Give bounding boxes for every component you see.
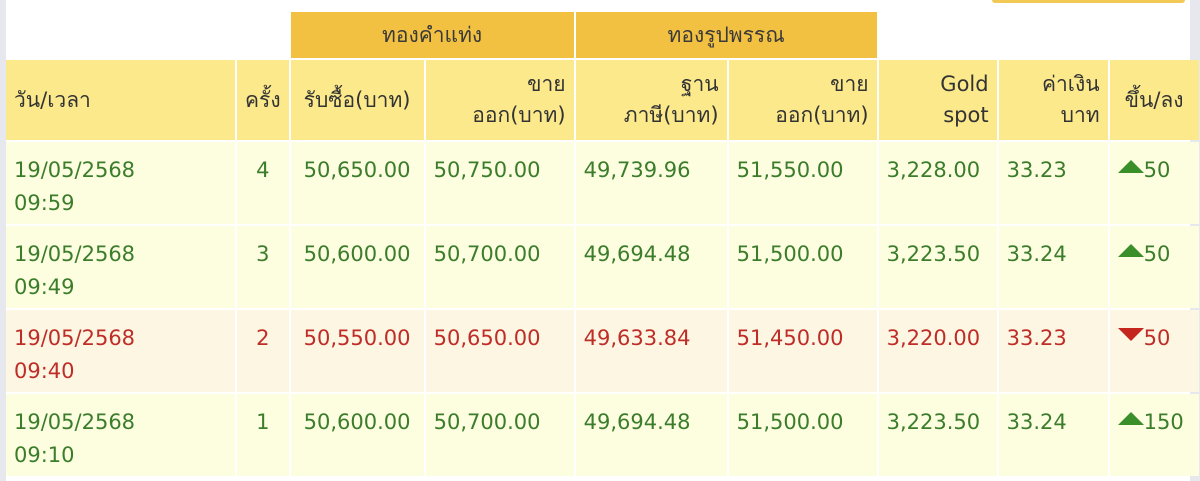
- cell-change: 50: [1109, 310, 1199, 392]
- cell-bar-buy: 50,550.00: [290, 310, 424, 392]
- table-row: 19/05/2568 09:40 2 50,550.00 50,650.00 49,633…: [6, 310, 1199, 392]
- cell-ornament-sell: 51,550.00: [728, 142, 877, 224]
- header-thb-rate: ค่าเงิน บาท: [998, 60, 1108, 140]
- cell-bar-buy: 50,600.00: [290, 226, 424, 308]
- cell-thb-rate: 33.23: [998, 142, 1108, 224]
- table-row: 19/05/2568 09:59 4 50,650.00 50,750.00 49,739…: [6, 142, 1199, 224]
- cell-change: 50: [1109, 142, 1199, 224]
- cell-thb-rate: 33.24: [998, 394, 1108, 476]
- group-header-gold-bar: ทองคำแท่ง: [290, 12, 574, 58]
- cell-ornament-base: 49,694.48: [575, 226, 727, 308]
- header-gold-spot: Gold spot: [878, 60, 997, 140]
- cell-count: 2: [237, 310, 289, 392]
- arrow-down-icon: [1117, 328, 1144, 341]
- cell-bar-sell: 50,700.00: [425, 394, 574, 476]
- left-margin: [0, 0, 6, 481]
- cell-count: 4: [237, 142, 289, 224]
- arrow-up-icon: [1117, 412, 1144, 425]
- cell-ornament-sell: 51,450.00: [728, 310, 877, 392]
- arrow-up-icon: [1117, 160, 1144, 173]
- cell-bar-buy: 50,600.00: [290, 394, 424, 476]
- cell-change: 150: [1109, 394, 1199, 476]
- cell-gold-spot: 3,223.50: [878, 394, 997, 476]
- table-row: 19/05/2568 09:10 1 50,600.00 50,700.00 49,694…: [6, 394, 1199, 476]
- header-ornament-base: ฐาน ภาษี(บาท): [575, 60, 727, 140]
- cell-thb-rate: 33.23: [998, 310, 1108, 392]
- cell-ornament-sell: 51,500.00: [728, 226, 877, 308]
- header-bar-sell: ขาย ออก(บาท): [425, 60, 574, 140]
- group-blank: [879, 12, 1199, 58]
- cell-datetime: 19/05/2568 09:40: [6, 310, 235, 392]
- table-row: 19/05/2568 09:49 3 50,600.00 50,700.00 49,694…: [6, 226, 1199, 308]
- header-bar-buy: รับซื้อ(บาท): [290, 60, 424, 140]
- group-header-gold-ornament: ทองรูปพรรณ: [575, 12, 877, 58]
- cell-bar-buy: 50,650.00: [290, 142, 424, 224]
- cell-datetime: 19/05/2568 09:59: [6, 142, 235, 224]
- cell-ornament-base: 49,633.84: [575, 310, 727, 392]
- header-datetime: วัน/เวลา: [6, 60, 235, 140]
- cell-datetime: 19/05/2568 09:10: [6, 394, 235, 476]
- cell-thb-rate: 33.24: [998, 226, 1108, 308]
- cell-bar-sell: 50,750.00: [425, 142, 574, 224]
- cell-ornament-base: 49,694.48: [575, 394, 727, 476]
- cell-gold-spot: 3,223.50: [878, 226, 997, 308]
- top-button-edge[interactable]: [992, 0, 1185, 3]
- cell-gold-spot: 3,220.00: [878, 310, 997, 392]
- cell-change: 50: [1109, 226, 1199, 308]
- cell-ornament-sell: 51,500.00: [728, 394, 877, 476]
- cell-bar-sell: 50,650.00: [425, 310, 574, 392]
- header-ornament-sell: ขาย ออก(บาท): [728, 60, 877, 140]
- cell-gold-spot: 3,228.00: [878, 142, 997, 224]
- cell-count: 3: [237, 226, 289, 308]
- cell-ornament-base: 49,739.96: [575, 142, 727, 224]
- group-blank: [6, 12, 289, 58]
- cell-count: 1: [237, 394, 289, 476]
- header-change: ขึ้น/ลง: [1109, 60, 1199, 140]
- gold-price-history-table: ทองคำแท่ง ทองรูปพรรณ วัน/เวลา ครั้ง รับซ…: [4, 10, 1200, 478]
- header-count: ครั้ง: [237, 60, 289, 140]
- cell-bar-sell: 50,700.00: [425, 226, 574, 308]
- arrow-up-icon: [1117, 244, 1144, 257]
- cell-datetime: 19/05/2568 09:49: [6, 226, 235, 308]
